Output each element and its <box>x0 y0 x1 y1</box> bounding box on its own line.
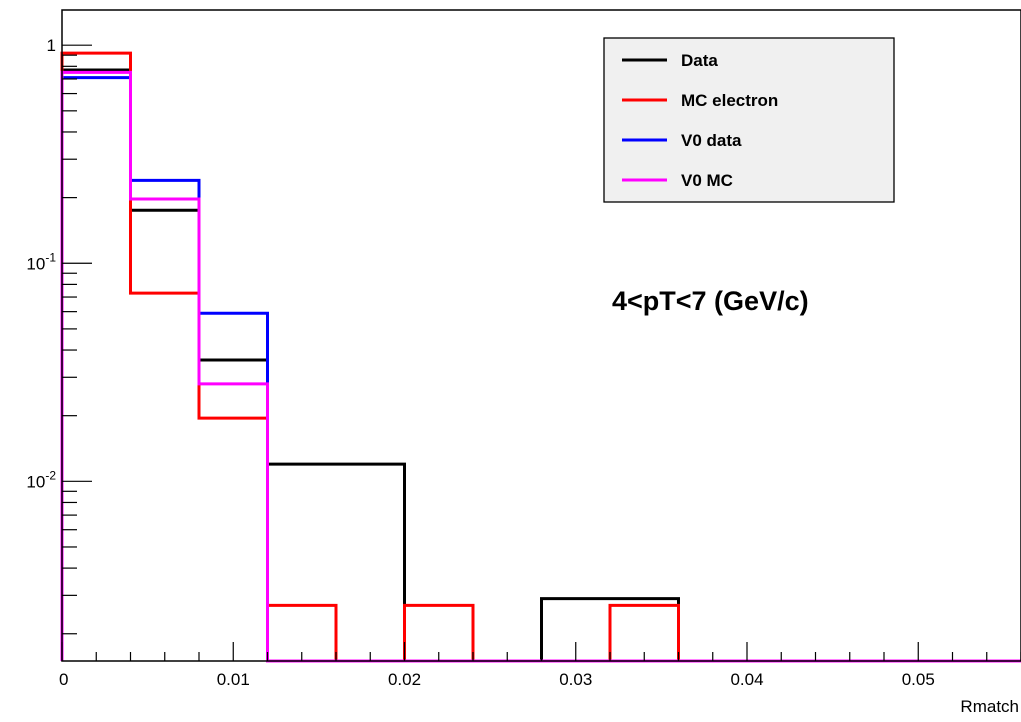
y-tick-label: 10-2 <box>26 468 56 491</box>
x-axis-ticks <box>61 642 1021 661</box>
x-axis-title: Rmatch <box>960 697 1019 716</box>
x-tick-label: 0.05 <box>902 670 935 689</box>
legend-label: V0 MC <box>681 171 733 190</box>
x-tick-label: 0.04 <box>730 670 763 689</box>
legend-entries: Data MC electron V0 data V0 MC <box>622 51 778 190</box>
legend-label: MC electron <box>681 91 778 110</box>
legend: Data MC electron V0 data V0 MC <box>603 37 895 203</box>
legend-label: Data <box>681 51 718 70</box>
x-axis-tick-labels: 0 0.01 0.02 0.03 0.04 0.05 <box>59 670 935 689</box>
legend-entry-mc-electron: MC electron <box>622 91 778 110</box>
y-tick-label: 10-1 <box>26 250 56 273</box>
y-tick-label: 1 <box>47 36 56 55</box>
y-axis-ticks <box>62 44 92 635</box>
x-tick-label: 0.03 <box>559 670 592 689</box>
legend-entry-v0-mc: V0 MC <box>622 171 733 190</box>
pt-range-annotation: 4<pT<7 (GeV/c) <box>612 286 809 316</box>
legend-entry-data: Data <box>622 51 718 70</box>
legend-box <box>603 37 895 203</box>
legend-label: V0 data <box>681 131 742 150</box>
x-tick-label: 0 <box>59 670 68 689</box>
x-tick-label: 0.01 <box>217 670 250 689</box>
legend-entry-v0-data: V0 data <box>622 131 742 150</box>
y-axis-tick-labels: 1 10-1 10-2 <box>26 36 56 491</box>
x-tick-label: 0.02 <box>388 670 421 689</box>
